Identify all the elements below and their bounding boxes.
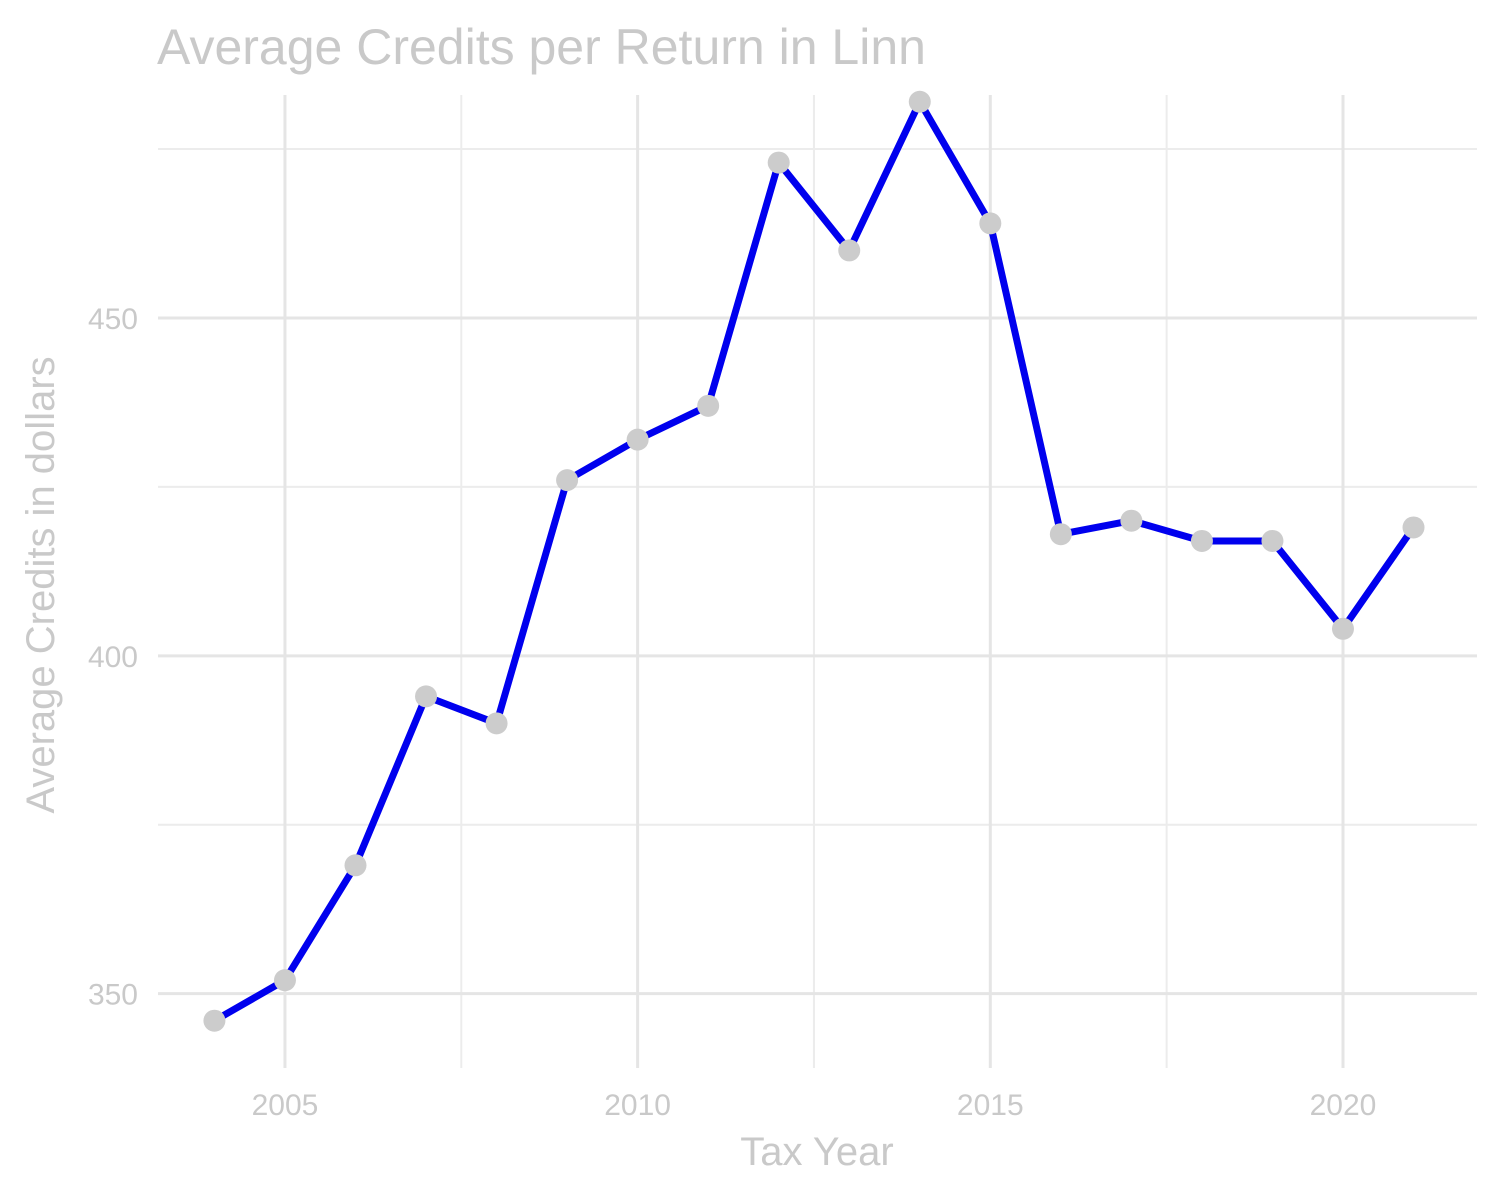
data-point: [979, 212, 1002, 235]
data-point: [273, 969, 296, 992]
data-point: [1331, 617, 1354, 640]
data-point: [203, 1009, 226, 1032]
data-point: [1120, 509, 1143, 532]
data-point: [908, 90, 931, 113]
data-point: [626, 428, 649, 451]
data-point: [415, 685, 438, 708]
tick-label-layer: 350 400 450 2005 2010 2015 2020: [88, 303, 1376, 1122]
grid-layer: [158, 95, 1477, 1068]
data-point: [556, 469, 579, 492]
x-tick-label: 2010: [604, 1089, 671, 1122]
data-point: [344, 854, 367, 877]
series-layer: [203, 90, 1425, 1032]
x-tick-label: 2020: [1310, 1089, 1377, 1122]
y-tick-label: 350: [88, 979, 138, 1012]
data-point: [838, 239, 861, 262]
x-axis-title: Tax Year: [740, 1130, 893, 1174]
chart-title: Average Credits per Return in Linn: [157, 19, 926, 75]
data-point: [1190, 529, 1213, 552]
data-point: [1402, 516, 1425, 539]
x-tick-label: 2005: [252, 1089, 319, 1122]
data-point: [485, 712, 508, 735]
x-tick-label: 2015: [957, 1089, 1024, 1122]
data-point: [697, 394, 720, 417]
y-tick-label: 400: [88, 641, 138, 674]
data-point: [1261, 529, 1284, 552]
y-tick-label: 450: [88, 303, 138, 336]
y-axis-title: Average Credits in dollars: [19, 356, 63, 813]
series-line: [210, 98, 1417, 1025]
data-point: [767, 151, 790, 174]
data-point: [1049, 523, 1072, 546]
